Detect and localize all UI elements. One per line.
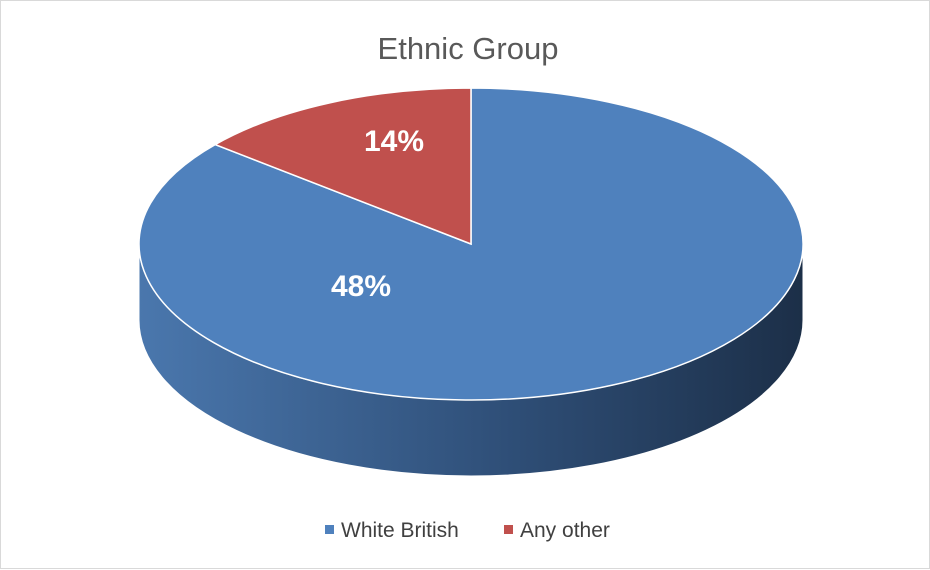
legend-swatch-any-other bbox=[504, 525, 513, 534]
legend-label-any-other: Any other bbox=[520, 519, 610, 542]
data-label-white-british: 48% bbox=[331, 270, 391, 303]
chart-title: Ethnic Group bbox=[378, 31, 559, 66]
legend-swatch-white-british bbox=[325, 525, 334, 534]
pie-slices bbox=[138, 87, 804, 401]
legend: White British Any other bbox=[325, 519, 610, 542]
legend-label-white-british: White British bbox=[341, 519, 459, 542]
legend-item-white-british[interactable]: White British bbox=[325, 519, 459, 542]
legend-item-any-other[interactable]: Any other bbox=[504, 519, 610, 542]
data-labels: 48% 14% bbox=[331, 125, 424, 303]
data-label-any-other: 14% bbox=[364, 125, 424, 158]
pie-slice-any-other[interactable] bbox=[213, 87, 472, 246]
